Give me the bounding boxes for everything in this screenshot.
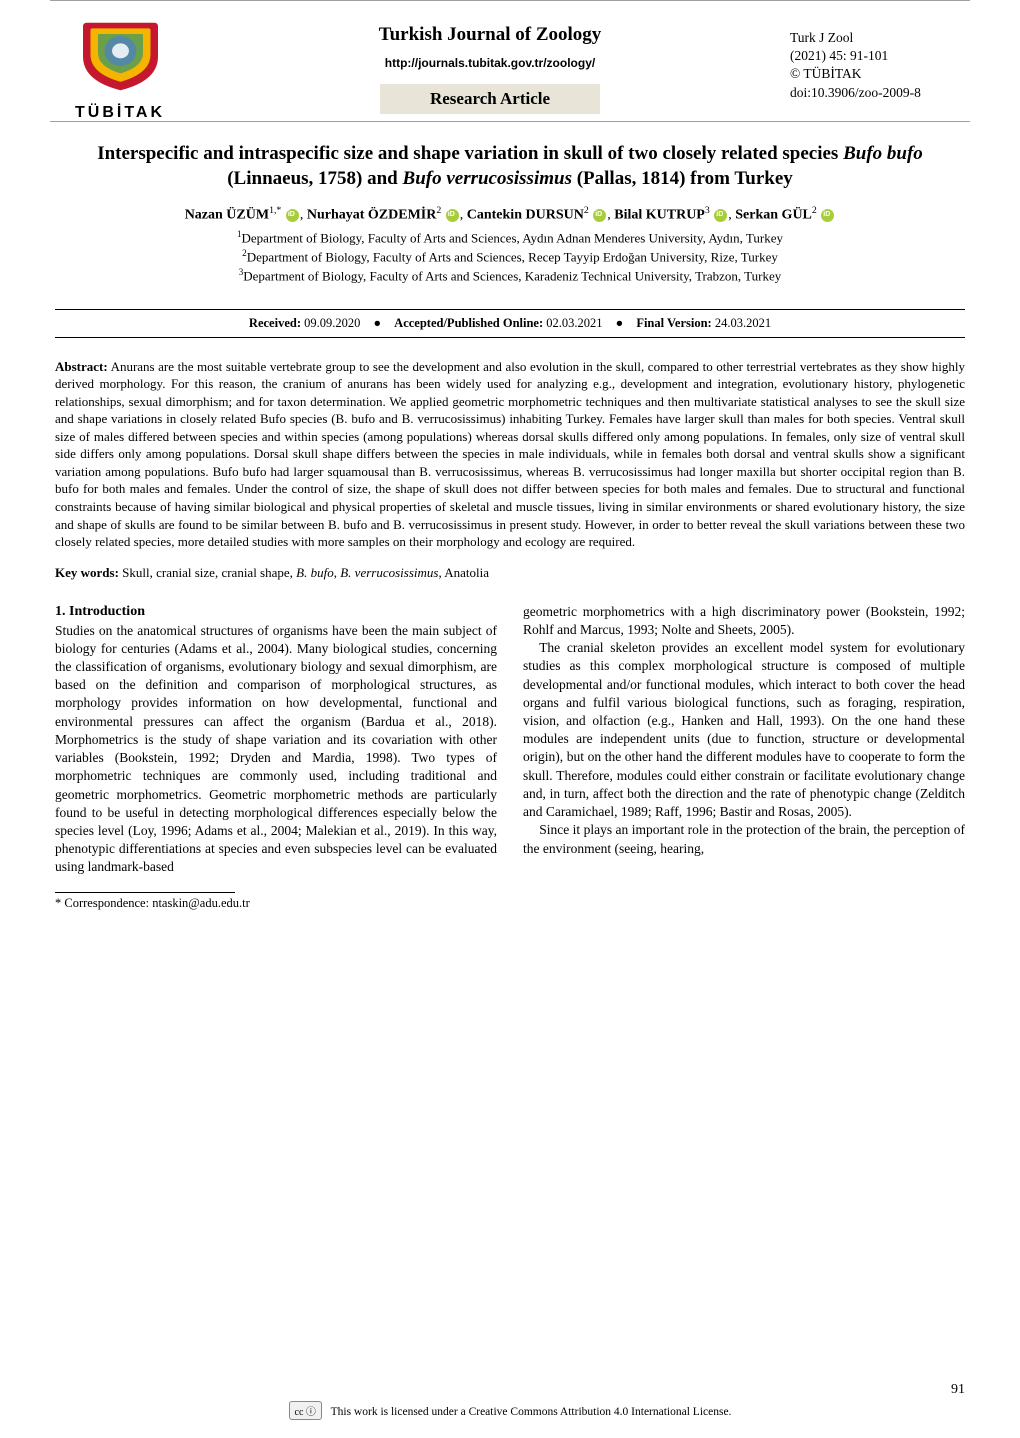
body-columns: 1. Introduction Studies on the anatomica… — [55, 603, 965, 877]
affiliation-line: Department of Biology, Faculty of Arts a… — [247, 249, 778, 264]
final-date: 24.03.2021 — [715, 316, 771, 330]
page-number: 91 — [951, 1382, 965, 1398]
section-heading: 1. Introduction — [55, 603, 497, 622]
keywords-label: Key words: — [55, 565, 119, 580]
logo-text: TÜBİTAK — [50, 104, 190, 122]
abstract-text: Anurans are the most suitable vertebrate… — [55, 359, 965, 549]
body-para: The cranial skeleton provides an excelle… — [523, 639, 965, 821]
author-name: Nurhayat ÖZDEMİR — [307, 208, 437, 223]
received-label: Received: — [249, 316, 301, 330]
logo-block: TÜBİTAK — [50, 19, 190, 122]
article-type-band: Research Article — [380, 84, 600, 114]
keywords-block: Key words: Skull, cranial size, cranial … — [55, 565, 965, 581]
affiliation-line: Department of Biology, Faculty of Arts a… — [243, 268, 781, 283]
issue-line: (2021) 45: 91-101 — [790, 47, 970, 65]
title-block: Interspecific and intraspecific size and… — [0, 122, 1020, 295]
body-para: Since it plays an important role in the … — [523, 821, 965, 857]
author-name: Nazan ÜZÜM — [185, 208, 269, 223]
author-name: Bilal KUTRUP — [614, 208, 705, 223]
accepted-label: Accepted/Published Online: — [394, 316, 543, 330]
orcid-icon[interactable] — [593, 209, 606, 222]
affiliations: 1Department of Biology, Faculty of Arts … — [55, 228, 965, 285]
orcid-icon[interactable] — [286, 209, 299, 222]
right-column: geometric morphometrics with a high disc… — [523, 603, 965, 877]
left-column: 1. Introduction Studies on the anatomica… — [55, 603, 497, 877]
cc-badge-icon: cc ⓘ — [289, 1401, 322, 1420]
journal-url[interactable]: http://journals.tubitak.gov.tr/zoology/ — [190, 56, 790, 70]
footnote-rule — [55, 892, 235, 893]
copyright-line: © TÜBİTAK — [790, 65, 970, 83]
accepted-date: 02.03.2021 — [546, 316, 602, 330]
header-row: TÜBİTAK Turkish Journal of Zoology http:… — [0, 3, 1020, 122]
header-right: Turk J Zool (2021) 45: 91-101 © TÜBİTAK … — [790, 19, 970, 102]
orcid-icon[interactable] — [821, 209, 834, 222]
journal-name: Turkish Journal of Zoology — [190, 24, 790, 46]
tubitak-logo-icon — [73, 19, 168, 94]
keywords-text: Skull, cranial size, cranial shape, B. b… — [122, 565, 489, 580]
affiliation-line: Department of Biology, Faculty of Arts a… — [242, 230, 784, 245]
orcid-icon[interactable] — [446, 209, 459, 222]
abstract-label: Abstract: — [55, 359, 108, 374]
orcid-icon[interactable] — [714, 209, 727, 222]
author-name: Serkan GÜL — [735, 208, 812, 223]
authors-line: Nazan ÜZÜM1,* , Nurhayat ÖZDEMİR2 , Cant… — [55, 205, 965, 224]
article-type: Research Article — [430, 89, 550, 108]
license-text: This work is licensed under a Creative C… — [331, 1406, 732, 1418]
body-para: geometric morphometrics with a high disc… — [523, 604, 965, 637]
paper-title: Interspecific and intraspecific size and… — [55, 142, 965, 191]
license-row: cc ⓘ This work is licensed under a Creat… — [0, 1401, 1020, 1420]
correspondence-line: * Correspondence: ntaskin@adu.edu.tr — [55, 896, 965, 911]
final-label: Final Version: — [636, 316, 711, 330]
author-name: Cantekin DURSUN — [467, 208, 584, 223]
header-center: Turkish Journal of Zoology http://journa… — [190, 19, 790, 114]
abstract-block: Abstract: Anurans are the most suitable … — [55, 358, 965, 551]
top-rule — [50, 0, 970, 1]
body-para: Studies on the anatomical structures of … — [55, 623, 497, 875]
journal-short: Turk J Zool — [790, 29, 970, 47]
doi-line: doi:10.3906/zoo-2009-8 — [790, 84, 970, 102]
dates-row: Received: 09.09.2020 ● Accepted/Publishe… — [55, 309, 965, 338]
received-date: 09.09.2020 — [304, 316, 360, 330]
